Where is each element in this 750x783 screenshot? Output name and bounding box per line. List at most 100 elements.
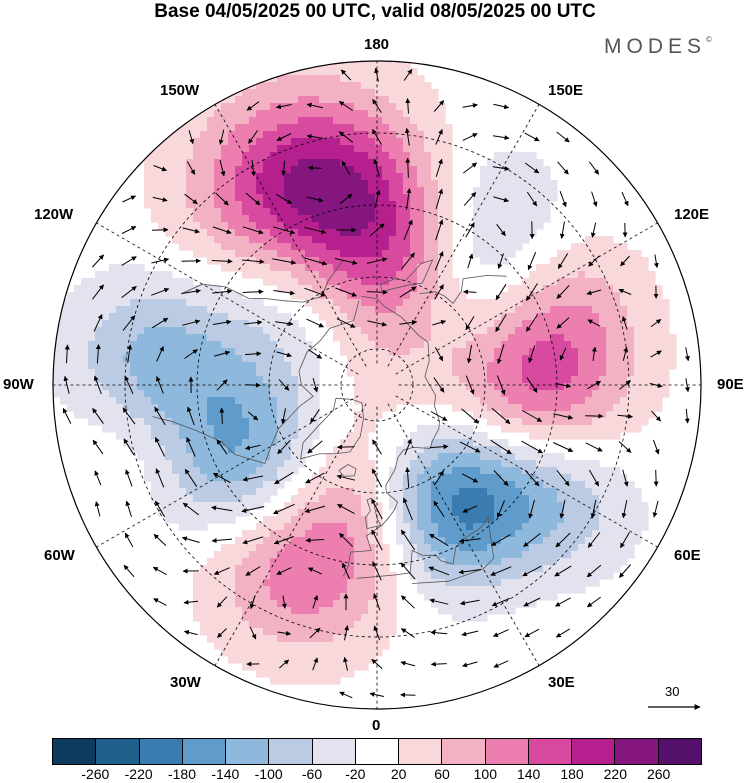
- anomaly-cell: [361, 446, 369, 454]
- anomaly-cell: [354, 257, 362, 265]
- anomaly-cell: [578, 369, 586, 377]
- anomaly-cell: [403, 481, 411, 489]
- anomaly-cell: [249, 621, 257, 629]
- anomaly-cell: [284, 530, 292, 538]
- anomaly-cell: [151, 376, 159, 384]
- anomaly-cell: [193, 467, 201, 475]
- anomaly-cell: [613, 313, 621, 321]
- anomaly-cell: [354, 614, 362, 622]
- anomaly-cell: [424, 502, 432, 510]
- anomaly-cell: [641, 320, 649, 328]
- anomaly-cell: [543, 397, 551, 405]
- anomaly-cell: [501, 558, 509, 566]
- anomaly-cell: [375, 614, 383, 622]
- anomaly-cell: [396, 110, 404, 118]
- anomaly-cell: [284, 670, 292, 678]
- anomaly-cell: [158, 271, 166, 279]
- anomaly-cell: [585, 376, 593, 384]
- anomaly-cell: [627, 327, 635, 335]
- anomaly-cell: [445, 376, 453, 384]
- anomaly-cell: [529, 586, 537, 594]
- anomaly-cell: [270, 187, 278, 195]
- anomaly-cell: [312, 82, 320, 90]
- anomaly-cell: [452, 299, 460, 307]
- anomaly-cell: [564, 334, 572, 342]
- anomaly-cell: [242, 621, 250, 629]
- wind-vector: [121, 256, 137, 266]
- anomaly-cell: [242, 166, 250, 174]
- anomaly-cell: [445, 215, 453, 223]
- anomaly-cell: [151, 453, 159, 461]
- anomaly-cell: [669, 348, 677, 356]
- anomaly-cell: [256, 264, 264, 272]
- anomaly-cell: [116, 411, 124, 419]
- anomaly-cell: [578, 243, 586, 251]
- anomaly-cell: [235, 215, 243, 223]
- anomaly-cell: [445, 439, 453, 447]
- anomaly-cell: [319, 299, 327, 307]
- anomaly-cell: [221, 439, 229, 447]
- anomaly-cell: [361, 404, 369, 412]
- anomaly-cell: [249, 194, 257, 202]
- anomaly-cell: [221, 488, 229, 496]
- anomaly-cell: [165, 495, 173, 503]
- anomaly-cell: [270, 453, 278, 461]
- anomaly-cell: [109, 411, 117, 419]
- wind-vector: [372, 128, 382, 145]
- anomaly-cell: [431, 285, 439, 293]
- anomaly-cell: [361, 663, 369, 671]
- anomaly-cell: [445, 166, 453, 174]
- anomaly-cell: [536, 327, 544, 335]
- anomaly-cell: [95, 278, 103, 286]
- anomaly-cell: [256, 481, 264, 489]
- anomaly-cell: [263, 313, 271, 321]
- anomaly-cell: [326, 257, 334, 265]
- anomaly-cell: [165, 348, 173, 356]
- anomaly-cell: [361, 600, 369, 608]
- anomaly-cell: [144, 320, 152, 328]
- anomaly-cell: [319, 586, 327, 594]
- anomaly-cell: [620, 376, 628, 384]
- anomaly-cell: [249, 243, 257, 251]
- anomaly-cell: [375, 327, 383, 335]
- anomaly-cell: [228, 145, 236, 153]
- anomaly-cell: [347, 180, 355, 188]
- anomaly-cell: [424, 544, 432, 552]
- anomaly-cell: [466, 565, 474, 573]
- anomaly-cell: [599, 383, 607, 391]
- anomaly-cell: [298, 572, 306, 580]
- anomaly-cell: [256, 369, 264, 377]
- anomaly-cell: [200, 222, 208, 230]
- anomaly-cell: [536, 390, 544, 398]
- anomaly-cell: [235, 572, 243, 580]
- wind-vector: [435, 158, 443, 178]
- anomaly-cell: [459, 390, 467, 398]
- anomaly-cell: [396, 383, 404, 391]
- anomaly-cell: [312, 376, 320, 384]
- anomaly-cell: [480, 558, 488, 566]
- anomaly-cell: [214, 306, 222, 314]
- anomaly-cell: [571, 320, 579, 328]
- anomaly-cell: [165, 418, 173, 426]
- anomaly-cell: [522, 593, 530, 601]
- anomaly-cell: [102, 411, 110, 419]
- anomaly-cell: [424, 474, 432, 482]
- anomaly-cell: [599, 558, 607, 566]
- anomaly-cell: [95, 320, 103, 328]
- anomaly-cell: [627, 537, 635, 545]
- anomaly-cell: [508, 180, 516, 188]
- anomaly-cell: [522, 348, 530, 356]
- anomaly-cell: [228, 467, 236, 475]
- anomaly-cell: [81, 383, 89, 391]
- anomaly-cell: [207, 474, 215, 482]
- anomaly-cell: [333, 467, 341, 475]
- anomaly-cell: [585, 460, 593, 468]
- anomaly-cell: [501, 425, 509, 433]
- anomaly-cell: [186, 152, 194, 160]
- wind-vector: [248, 130, 258, 144]
- anomaly-cell: [298, 607, 306, 615]
- anomaly-cell: [515, 383, 523, 391]
- anomaly-cell: [487, 565, 495, 573]
- anomaly-cell: [361, 635, 369, 643]
- anomaly-cell: [438, 544, 446, 552]
